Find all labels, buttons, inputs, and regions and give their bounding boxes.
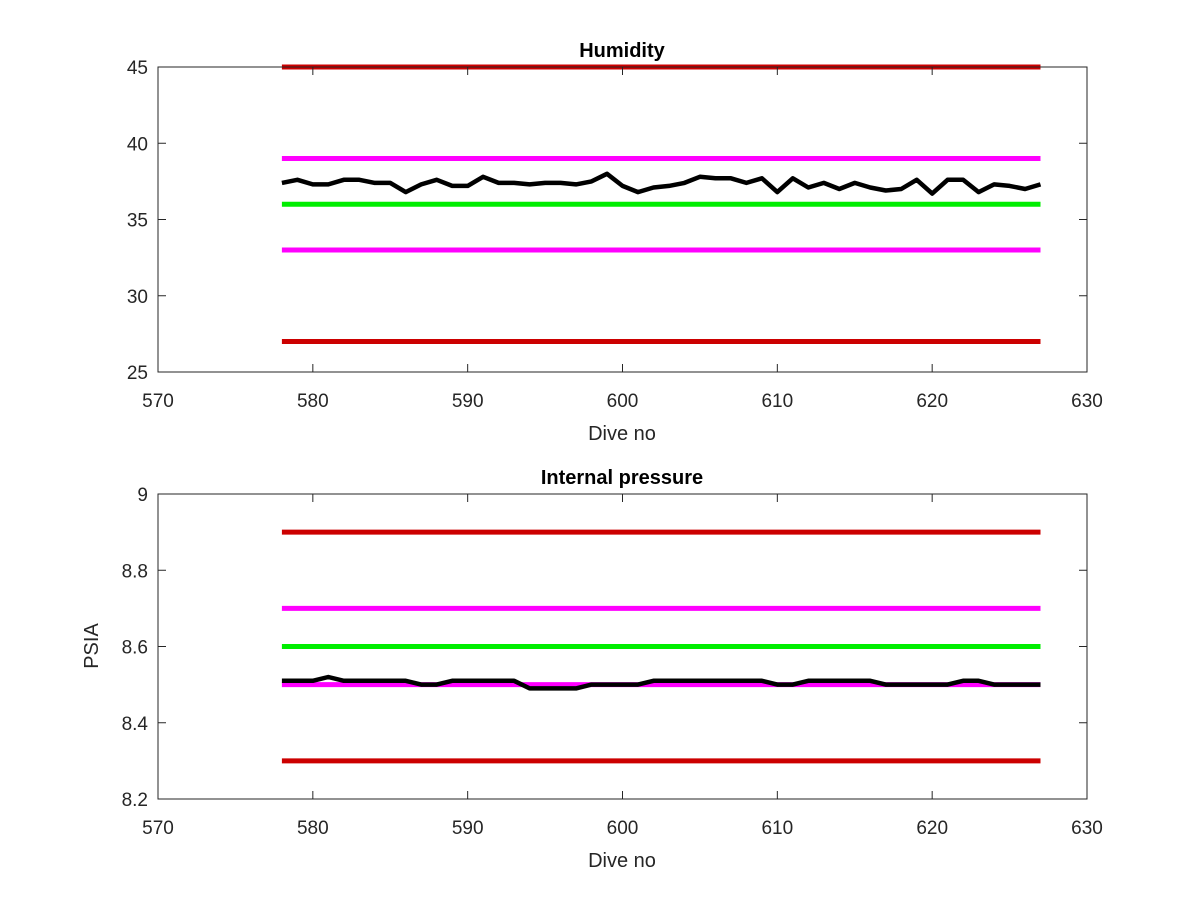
series-layer: [281, 529, 1041, 764]
plot-area: [158, 67, 1087, 372]
x-tick-label: 570: [142, 818, 174, 839]
x-tick-label: 580: [297, 391, 329, 412]
chart-internal-pressure: 570 580 590 600 610 620 630 8.2 8.4 8.6 8.8 9 Inter…: [81, 467, 1103, 872]
x-tick-label: 620: [916, 391, 948, 412]
x-tick-label: 600: [607, 391, 639, 412]
chart-humidity: 570 580 590 600 610 620 630 25 30 35 40 45 Humidity…: [127, 40, 1103, 445]
x-tick-label: 630: [1071, 391, 1103, 412]
x-tick-label: 600: [607, 818, 639, 839]
y-tick-label: 30: [127, 287, 148, 308]
x-tick-label: 590: [452, 818, 484, 839]
ticks-layer: 570 580 590 600 610 620 630 8.2 8.4 8.6 8.8 9: [122, 485, 1103, 839]
x-axis-label: Dive no: [588, 423, 656, 445]
x-tick-label: 620: [916, 818, 948, 839]
y-tick-label: 8.6: [122, 638, 148, 659]
x-tick-label: 590: [452, 391, 484, 412]
data-series-line: [281, 171, 1042, 196]
x-axis-label: Dive no: [588, 850, 656, 872]
x-tick-label: 570: [142, 391, 174, 412]
y-tick-label: 8.8: [122, 561, 148, 582]
y-tick-label: 35: [127, 211, 148, 232]
y-tick-label: 8.4: [122, 714, 149, 735]
x-tick-label: 630: [1071, 818, 1103, 839]
y-tick-label: 45: [127, 58, 148, 79]
ticks-layer: 570 580 590 600 610 620 630 25 30 35 40 45: [127, 58, 1103, 412]
y-tick-label: 40: [127, 134, 148, 155]
y-axis-label: PSIA: [81, 623, 103, 669]
x-tick-label: 580: [297, 818, 329, 839]
y-tick-label: 8.2: [122, 790, 148, 811]
y-tick-label: 25: [127, 363, 148, 384]
x-tick-label: 610: [761, 391, 793, 412]
data-series-line: [281, 674, 1041, 691]
chart-title: Internal pressure: [541, 467, 703, 489]
x-tick-label: 610: [761, 818, 793, 839]
y-tick-label: 9: [137, 485, 148, 506]
chart-title: Humidity: [579, 40, 665, 62]
